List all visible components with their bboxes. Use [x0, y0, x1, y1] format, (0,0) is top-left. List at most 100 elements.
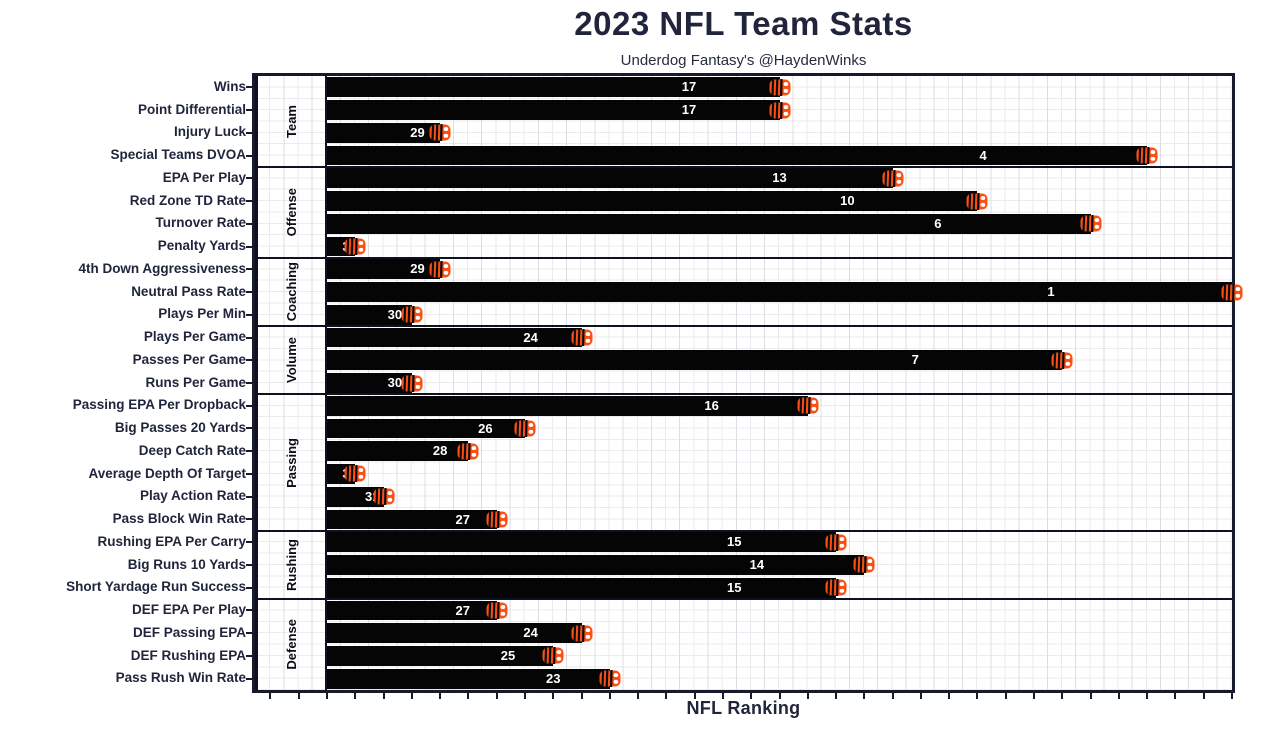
bar-rank-value: 4 [979, 147, 987, 163]
y-tick-label: Plays Per Min [158, 306, 246, 322]
bar-rank-value: 27 [455, 602, 470, 618]
y-tick-mark [246, 382, 252, 384]
x-tick-mark [891, 693, 894, 699]
bar: 6 [327, 213, 1091, 234]
y-tick-mark [246, 86, 252, 89]
x-tick-mark [552, 693, 555, 699]
group-separator [255, 529, 1232, 532]
y-tick-label: Injury Luck [173, 124, 246, 140]
x-tick-mark [976, 693, 979, 699]
y-tick-mark [246, 291, 252, 294]
x-tick-mark [721, 693, 724, 699]
x-tick-mark [467, 693, 470, 699]
y-tick-mark [246, 359, 252, 362]
y-tick-label: Passes Per Game [132, 351, 246, 367]
y-tick-mark [246, 200, 252, 203]
bar-rank-value: 28 [432, 443, 448, 459]
bar-rank-value: 30 [387, 375, 403, 391]
group-separator [255, 393, 1232, 396]
y-tick-mark [246, 677, 252, 680]
group-label-text: Team [283, 104, 299, 138]
x-tick-mark [1117, 693, 1120, 699]
bar-rank-value: 13 [772, 170, 787, 186]
y-tick-label: 4th Down Aggressiveness [78, 260, 246, 276]
y-tick-label: Big Runs 10 Yards [127, 556, 246, 572]
group-separator [255, 325, 1232, 328]
bar-rank-value: 15 [727, 534, 742, 550]
group-label-rushing: Rushing [255, 531, 327, 599]
y-tick-label: EPA Per Play [162, 169, 246, 185]
bar: 24 [327, 623, 582, 644]
bengals-b-logo-icon [486, 601, 508, 624]
y-tick-mark [246, 632, 252, 635]
bar: 13 [327, 168, 893, 189]
page-subtitle: Underdog Fantasy's @HaydenWinks [620, 52, 867, 69]
bengals-b-logo-icon [825, 533, 847, 556]
group-column-border [255, 76, 258, 690]
y-tick-mark [246, 268, 252, 271]
group-label-volume: Volume [255, 326, 327, 394]
bar-rank-value: 1 [1047, 284, 1055, 300]
y-tick-label: Short Yardage Run Success [66, 579, 246, 595]
y-tick-label: Neutral Pass Rate [131, 283, 246, 299]
bengals-b-logo-icon [457, 442, 479, 465]
y-tick-mark [246, 313, 252, 316]
x-tick-mark [410, 693, 413, 699]
y-tick-label: Deep Catch Rate [138, 442, 246, 458]
x-tick-mark [835, 693, 838, 699]
y-tick-mark [246, 404, 252, 407]
y-tick-label: Pass Block Win Rate [112, 511, 246, 527]
bar: 15 [327, 577, 837, 598]
bar: 24 [327, 327, 582, 348]
y-tick-mark [246, 609, 252, 612]
bar: 17 [327, 77, 780, 98]
y-tick-label: Pass Rush Win Rate [115, 670, 246, 686]
bengals-b-logo-icon [825, 579, 847, 601]
group-separator [255, 598, 1232, 601]
bar-rank-value: 17 [681, 79, 697, 95]
x-tick-mark [523, 693, 526, 699]
y-tick-mark [246, 131, 252, 134]
y-tick-mark [246, 177, 252, 180]
x-tick-mark [750, 693, 753, 699]
y-tick-label: Penalty Yards [157, 238, 246, 254]
bar: 30 [327, 373, 412, 393]
x-tick-mark [806, 693, 809, 699]
x-tick-mark [863, 693, 866, 699]
bar-rank-value: 30 [387, 306, 403, 322]
x-tick-mark [1004, 693, 1007, 699]
bar: 17 [327, 100, 780, 120]
y-tick-mark [246, 654, 252, 657]
bengals-b-logo-icon [401, 374, 423, 397]
y-tick-label: Plays Per Game [143, 329, 246, 345]
y-tick-label: DEF Passing EPA [132, 624, 246, 640]
y-tick-mark [246, 222, 252, 225]
y-tick-mark [246, 450, 252, 453]
bar: 27 [327, 600, 497, 621]
bar: 27 [327, 509, 497, 530]
bar-rank-value: 29 [410, 261, 425, 277]
y-tick-mark [246, 472, 252, 475]
bar-rank-value: 24 [523, 625, 538, 641]
bengals-b-logo-icon [429, 260, 451, 283]
bar-rank-value: 17 [681, 102, 697, 118]
x-tick-mark [354, 693, 357, 699]
group-label-text: Passing [283, 437, 299, 488]
group-column-border [324, 76, 327, 690]
y-tick-mark [246, 495, 252, 498]
y-tick-mark [246, 427, 252, 430]
bar: 16 [327, 395, 808, 416]
bar: 4 [327, 145, 1148, 166]
bengals-b-logo-icon [797, 397, 819, 419]
bengals-b-logo-icon [1221, 283, 1243, 306]
x-tick-mark [693, 693, 696, 699]
bar-rank-value: 10 [840, 193, 855, 209]
bar-rank-value: 23 [546, 670, 561, 686]
x-tick-mark [269, 693, 272, 699]
bar-rank-value: 26 [478, 420, 493, 436]
bar-rank-value: 25 [500, 647, 516, 663]
group-label-text: Coaching [283, 262, 299, 322]
x-tick-mark [1146, 693, 1149, 699]
x-tick-mark [1089, 693, 1092, 699]
bar-rank-value: 15 [727, 579, 742, 595]
